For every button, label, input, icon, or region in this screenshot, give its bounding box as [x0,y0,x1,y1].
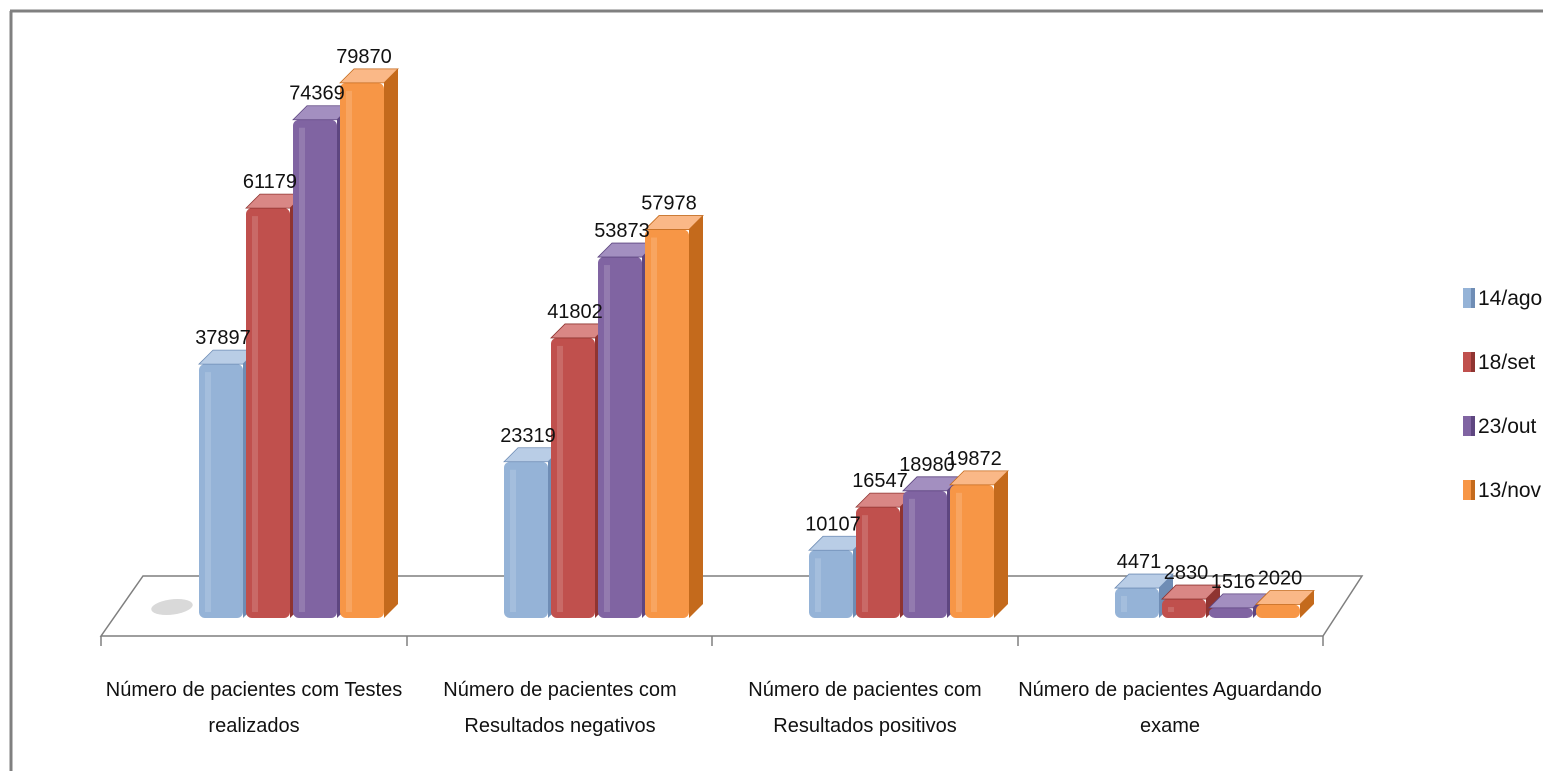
legend-item: 23/out [1463,415,1537,438]
data-label: 1516 [1211,571,1256,593]
category-label: Resultados negativos [464,715,655,737]
data-label: 61179 [243,171,297,193]
category-label: exame [1140,715,1200,737]
data-label: 53873 [594,220,650,242]
legend-label: 14/ago [1478,287,1542,310]
legend-item: 18/set [1463,351,1535,374]
category-label: Número de pacientes Aguardando [1018,679,1322,701]
data-label: 10107 [805,513,861,535]
category-label: realizados [208,715,299,737]
bar-13/nov-cat4 [1255,590,1315,618]
data-label: 41802 [547,301,603,323]
category-label: Número de pacientes com Testes [106,679,402,701]
category-label: Número de pacientes com [748,679,981,701]
floor-plane [99,575,1364,637]
data-label: 18980 [899,454,955,476]
data-label: 19872 [946,448,1002,470]
legend-label: 18/set [1478,351,1535,374]
data-label: 79870 [336,46,392,68]
data-label: 2830 [1164,562,1209,584]
category-label: Resultados positivos [773,715,956,737]
category-label: Número de pacientes com [443,679,676,701]
data-labels: 37897 61179 74369 79870 23319 41802 53873 57978… [195,46,1302,593]
legend-item: 14/ago [1463,287,1542,310]
legend-label: 23/out [1478,415,1537,438]
empty-series-marker [151,599,193,615]
data-label: 57978 [641,193,697,215]
bar-18/set-cat4 [1161,584,1221,618]
data-label: 2020 [1258,567,1303,589]
data-label: 74369 [289,83,345,105]
data-label: 4471 [1117,551,1162,573]
legend: 14/ago 18/set 23/out 13/nov [1463,287,1542,502]
data-label: 16547 [852,470,908,492]
bar-13/nov-cat2 [644,215,704,618]
data-label: 23319 [500,425,556,447]
legend-label: 13/nov [1478,479,1542,502]
category-axis-labels: Número de pacientes com Testes realizados… [106,679,1322,737]
legend-item: 13/nov [1463,479,1542,502]
bar-series-group [198,68,1315,619]
chart-floor [99,575,1364,646]
bar-13/nov-cat3 [949,470,1009,618]
bar-13/nov-cat1 [339,68,399,619]
data-label: 37897 [195,327,251,349]
